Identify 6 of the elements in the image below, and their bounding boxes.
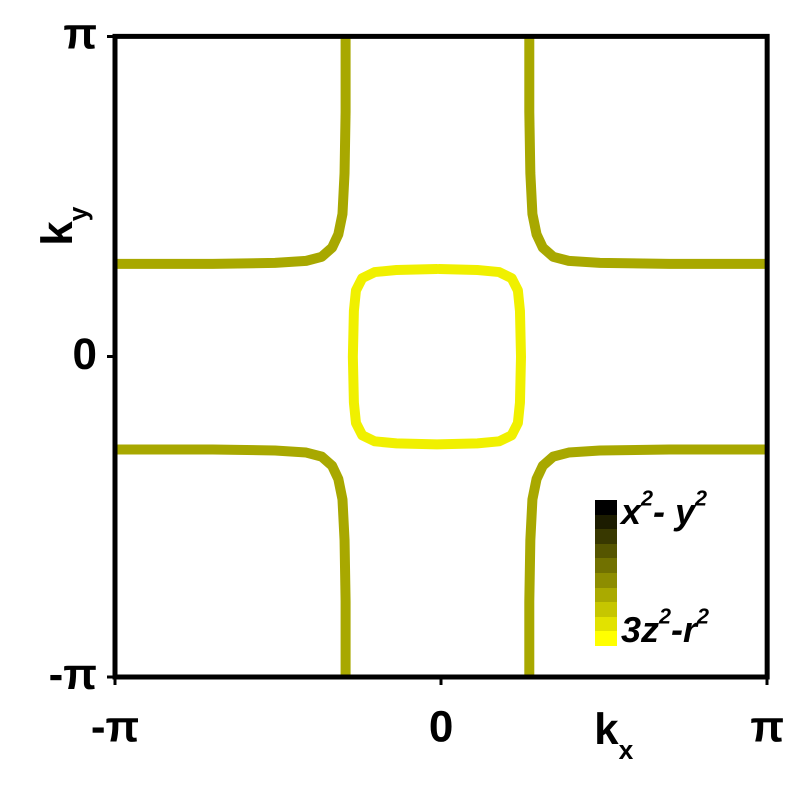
y-tick-label: π [63,10,97,59]
x-tick-label: π [750,702,784,752]
y-tick-label: 0 [72,330,97,379]
y-axis-title: ky [33,206,94,246]
x-tick-label: 0 [428,702,454,752]
y-tick-label: -π [48,650,97,700]
